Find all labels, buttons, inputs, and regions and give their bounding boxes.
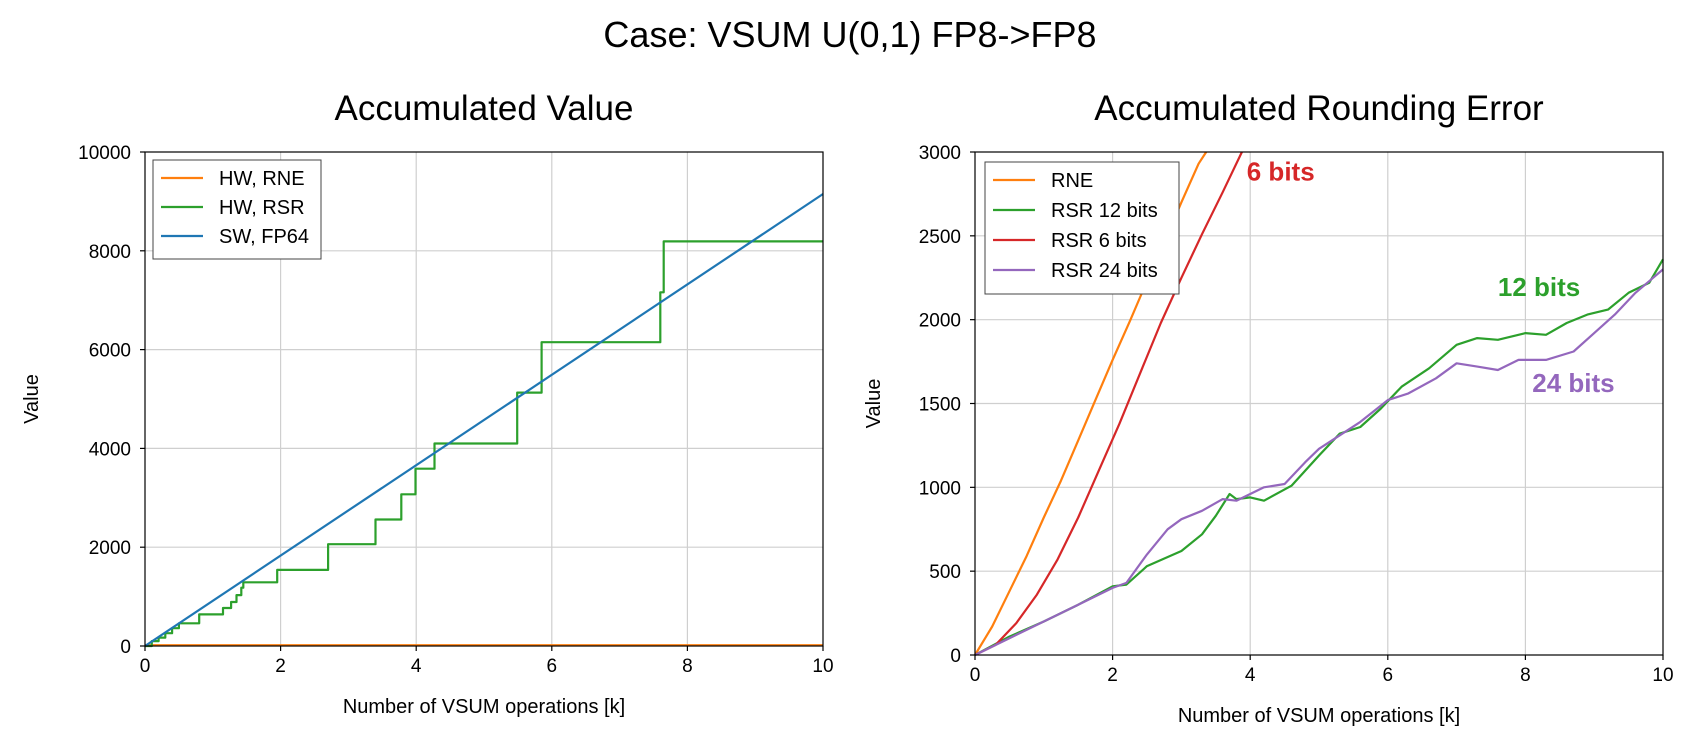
x-axis-label: Number of VSUM operations [k] — [1178, 705, 1460, 727]
y-tick-label: 0 — [120, 637, 131, 658]
y-tick-label: 2000 — [919, 311, 961, 332]
series-line-sw-fp64 — [144, 193, 824, 647]
x-tick-label: 0 — [970, 665, 981, 686]
figure-suptitle: Case: VSUM U(0,1) FP8->FP8 — [603, 14, 1096, 55]
chart-title: Accumulated Rounding Error — [1094, 89, 1544, 128]
chart-title: Accumulated Value — [335, 89, 634, 128]
x-tick-label: 0 — [140, 656, 151, 677]
annotation-label: 6 bits — [1247, 157, 1315, 187]
legend-label: HW, RSR — [219, 197, 305, 219]
y-tick-label: 8000 — [89, 242, 131, 263]
legend-label: SW, FP64 — [219, 226, 309, 248]
y-tick-label: 0 — [950, 646, 961, 667]
legend-label: RNE — [1051, 170, 1093, 192]
annotation-label: 12 bits — [1498, 272, 1580, 302]
y-tick-label: 1500 — [919, 395, 961, 416]
legend-label: RSR 6 bits — [1051, 230, 1147, 252]
x-tick-label: 8 — [1520, 665, 1531, 686]
x-tick-label: 4 — [1245, 665, 1256, 686]
legend: HW, RNE HW, RSR SW, FP64 — [152, 159, 322, 260]
y-tick-label: 2000 — [89, 538, 131, 559]
plot-frame — [144, 151, 824, 647]
series-line-rsr-6-bits — [974, 151, 1243, 656]
x-tick-label: 8 — [682, 656, 693, 677]
series-line-rsr-12-bits — [974, 258, 1664, 656]
y-axis-label: Value — [863, 379, 885, 429]
accumulated-rounding-error-chart: Accumulated Rounding Error 0 2 4 6 8 10 0 500 100… — [863, 89, 1674, 727]
accumulated-value-chart: Accumulated Value 0 2 4 6 8 10 0 2000 4000 6000 800… — [21, 89, 834, 718]
y-tick-label: 4000 — [89, 439, 131, 460]
x-tick-label: 6 — [547, 656, 558, 677]
y-axis-label: Value — [21, 374, 43, 424]
series-line-rsr-24-bits — [974, 268, 1664, 656]
x-tick-label: 10 — [1652, 665, 1673, 686]
legend-label: RSR 12 bits — [1051, 200, 1158, 222]
y-tick-label: 2500 — [919, 227, 961, 248]
legend-box — [984, 161, 1180, 295]
legend-label: HW, RNE — [219, 168, 305, 190]
y-tick-label: 10000 — [78, 143, 131, 164]
x-tick-label: 6 — [1383, 665, 1394, 686]
x-tick-label: 10 — [812, 656, 833, 677]
x-axis-label: Number of VSUM operations [k] — [343, 696, 625, 718]
y-tick-label: 3000 — [919, 143, 961, 164]
x-tick-label: 2 — [1107, 665, 1118, 686]
legend-box — [152, 159, 322, 260]
legend: RNE RSR 12 bits RSR 6 bits RSR 24 bits — [984, 161, 1180, 295]
legend-label: RSR 24 bits — [1051, 260, 1158, 282]
x-tick-label: 4 — [411, 656, 422, 677]
y-tick-label: 6000 — [89, 341, 131, 362]
x-tick-label: 2 — [275, 656, 286, 677]
y-tick-label: 500 — [929, 562, 961, 583]
series-line-hw-rsr — [145, 240, 823, 648]
y-tick-label: 1000 — [919, 478, 961, 499]
annotation-label: 24 bits — [1532, 368, 1614, 398]
